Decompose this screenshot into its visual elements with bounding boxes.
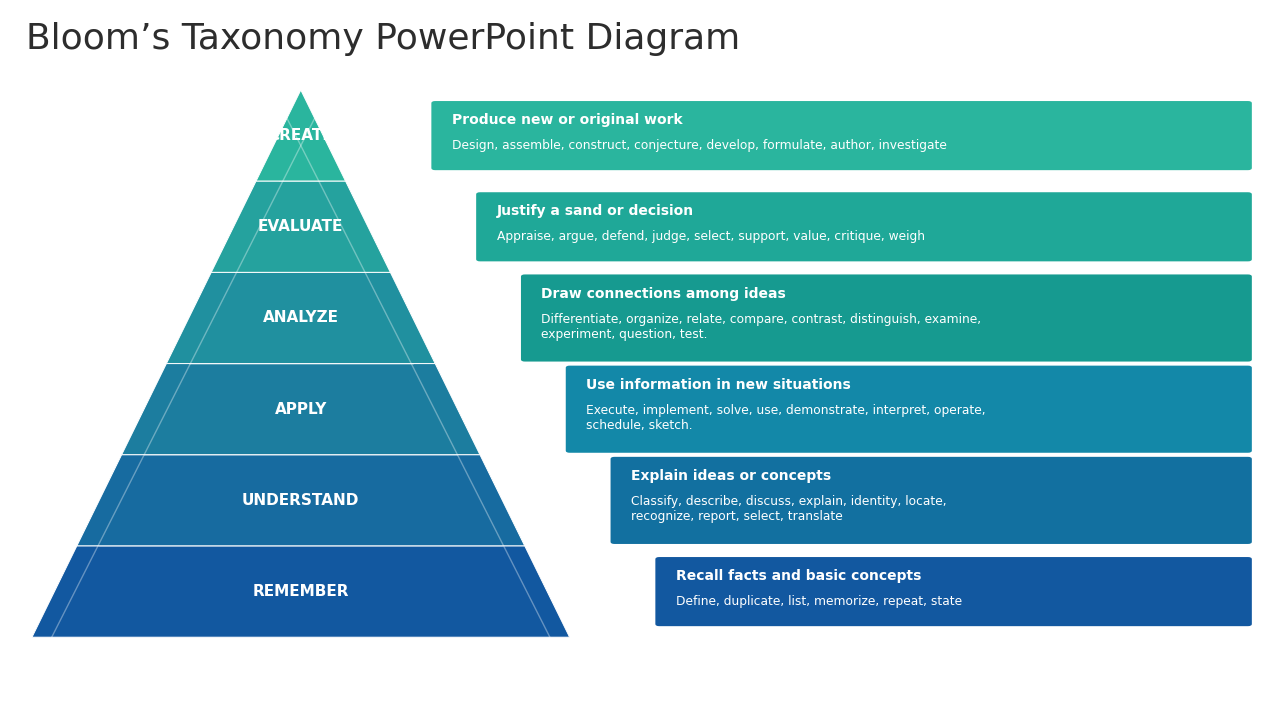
FancyBboxPatch shape	[611, 457, 1252, 544]
FancyBboxPatch shape	[655, 557, 1252, 626]
Text: Execute, implement, solve, use, demonstrate, interpret, operate,
schedule, sketc: Execute, implement, solve, use, demonstr…	[586, 404, 986, 432]
Text: CREATE: CREATE	[269, 128, 333, 143]
Text: UNDERSTAND: UNDERSTAND	[242, 493, 360, 508]
Text: Produce new or original work: Produce new or original work	[452, 113, 682, 127]
Text: Bloom’s Taxonomy PowerPoint Diagram: Bloom’s Taxonomy PowerPoint Diagram	[26, 22, 740, 55]
Polygon shape	[77, 455, 525, 546]
Polygon shape	[211, 181, 390, 272]
Text: Design, assemble, construct, conjecture, develop, formulate, author, investigate: Design, assemble, construct, conjecture,…	[452, 139, 947, 152]
Text: Explain ideas or concepts: Explain ideas or concepts	[631, 469, 831, 483]
Text: Recall facts and basic concepts: Recall facts and basic concepts	[676, 570, 922, 583]
FancyBboxPatch shape	[431, 101, 1252, 170]
FancyBboxPatch shape	[566, 366, 1252, 453]
Text: Appraise, argue, defend, judge, select, support, value, critique, weigh: Appraise, argue, defend, judge, select, …	[497, 230, 924, 243]
Text: APPLY: APPLY	[275, 402, 326, 417]
Text: ANALYZE: ANALYZE	[262, 310, 339, 325]
Text: Draw connections among ideas: Draw connections among ideas	[541, 287, 786, 301]
Text: Classify, describe, discuss, explain, identity, locate,
recognize, report, selec: Classify, describe, discuss, explain, id…	[631, 495, 947, 523]
Text: Justify a sand or decision: Justify a sand or decision	[497, 204, 694, 218]
Polygon shape	[122, 364, 480, 455]
Text: Define, duplicate, list, memorize, repeat, state: Define, duplicate, list, memorize, repea…	[676, 595, 963, 608]
Polygon shape	[256, 90, 346, 181]
FancyBboxPatch shape	[521, 274, 1252, 361]
Text: REMEMBER: REMEMBER	[252, 584, 349, 599]
Polygon shape	[166, 272, 435, 364]
Polygon shape	[32, 546, 570, 637]
Text: Use information in new situations: Use information in new situations	[586, 378, 851, 392]
Text: Differentiate, organize, relate, compare, contrast, distinguish, examine,
experi: Differentiate, organize, relate, compare…	[541, 312, 982, 341]
FancyBboxPatch shape	[476, 192, 1252, 261]
Text: EVALUATE: EVALUATE	[259, 220, 343, 234]
